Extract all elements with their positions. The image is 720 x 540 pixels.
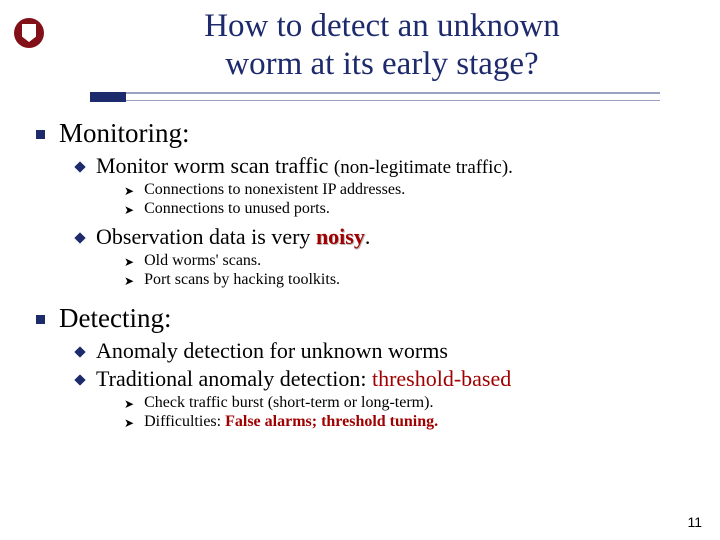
square-bullet-icon <box>36 315 45 324</box>
diamond-bullet-icon <box>74 374 85 385</box>
detecting-sub-1: ➤ Check traffic burst (short-term or lon… <box>124 394 684 412</box>
section-monitoring: Monitoring: <box>36 118 684 149</box>
bullet-text: Connections to nonexistent IP addresses. <box>144 181 405 199</box>
square-bullet-icon <box>36 130 45 139</box>
arrow-bullet-icon: ➤ <box>124 203 134 217</box>
monitoring-item-2-sub-1: ➤ Old worms' scans. <box>124 252 684 270</box>
text-emphasis-difficulties: False alarms; threshold tuning. <box>225 413 438 430</box>
title-line-2: worm at its early stage? <box>225 46 538 82</box>
slide-title: How to detect an unknown worm at its ear… <box>90 8 674 84</box>
diamond-bullet-icon <box>74 232 85 243</box>
text-pre: Difficulties: <box>144 413 225 430</box>
bullet-text: Port scans by hacking toolkits. <box>144 271 340 289</box>
logo-shield-icon <box>22 24 36 42</box>
title-block: How to detect an unknown worm at its ear… <box>90 8 674 102</box>
arrow-bullet-icon: ➤ <box>124 416 134 430</box>
detecting-sub-2: ➤ Difficulties: False alarms; threshold … <box>124 413 684 431</box>
monitoring-item-1-sub-2: ➤ Connections to unused ports. <box>124 200 684 218</box>
bullet-text: Connections to unused ports. <box>144 200 330 218</box>
monitoring-item-2: Observation data is very noisy. <box>76 224 684 250</box>
rule-accent-box <box>90 92 126 102</box>
title-underline <box>90 90 674 102</box>
section-detecting: Detecting: <box>36 303 684 334</box>
bullet-text: Observation data is very noisy. <box>96 224 370 250</box>
bullet-text: Monitor worm scan traffic (non-legitimat… <box>96 153 513 179</box>
bullet-text: Anomaly detection for unknown worms <box>96 338 448 364</box>
rule-line-bottom <box>90 100 660 101</box>
section-heading: Monitoring: <box>59 118 190 149</box>
diamond-bullet-icon <box>74 161 85 172</box>
monitoring-item-1-sub-1: ➤ Connections to nonexistent IP addresse… <box>124 181 684 199</box>
text-emphasis-threshold: threshold-based <box>372 366 511 391</box>
arrow-bullet-icon: ➤ <box>124 397 134 411</box>
slide: How to detect an unknown worm at its ear… <box>0 0 720 540</box>
monitoring-item-1: Monitor worm scan traffic (non-legitimat… <box>76 153 684 179</box>
detecting-item-2: Traditional anomaly detection: threshold… <box>76 366 684 392</box>
arrow-bullet-icon: ➤ <box>124 255 134 269</box>
arrow-bullet-icon: ➤ <box>124 274 134 288</box>
bullet-text: Traditional anomaly detection: threshold… <box>96 366 511 392</box>
text-pre: Observation data is very <box>96 224 316 249</box>
text-main: Monitor worm scan traffic <box>96 153 334 178</box>
page-number: 11 <box>687 514 702 530</box>
title-line-1: How to detect an unknown <box>204 8 560 44</box>
diamond-bullet-icon <box>74 346 85 357</box>
detecting-item-1: Anomaly detection for unknown worms <box>76 338 684 364</box>
text-post: . <box>365 224 371 249</box>
bullet-text: Old worms' scans. <box>144 252 261 270</box>
text-emphasis-noisy: noisy <box>316 224 365 249</box>
arrow-bullet-icon: ➤ <box>124 184 134 198</box>
bullet-text: Difficulties: False alarms; threshold tu… <box>144 413 438 431</box>
text-paren: (non-legitimate traffic). <box>334 157 513 178</box>
rule-line-top <box>90 92 660 94</box>
section-heading: Detecting: <box>59 303 171 334</box>
monitoring-item-2-sub-2: ➤ Port scans by hacking toolkits. <box>124 271 684 289</box>
slide-body: Monitoring: Monitor worm scan traffic (n… <box>36 118 684 431</box>
bullet-text: Check traffic burst (short-term or long-… <box>144 394 433 412</box>
institution-logo <box>14 18 44 48</box>
text-pre: Traditional anomaly detection: <box>96 366 372 391</box>
